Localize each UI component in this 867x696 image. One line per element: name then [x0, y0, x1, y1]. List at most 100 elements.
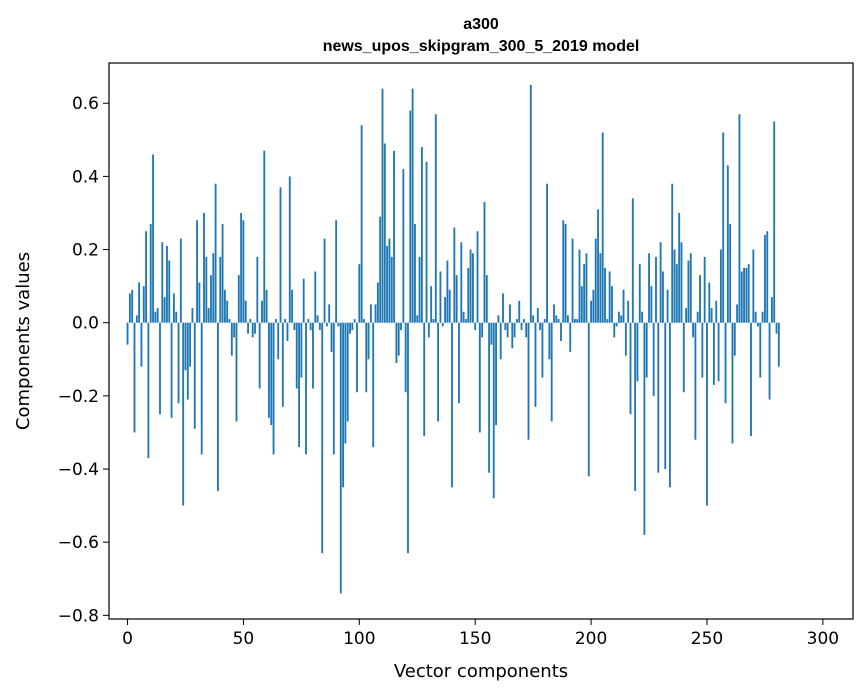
bar [680, 242, 683, 323]
bar [474, 322, 477, 331]
bar [446, 260, 449, 323]
bar [752, 249, 755, 323]
bar [604, 267, 606, 323]
bar [506, 322, 509, 338]
bar [562, 220, 565, 323]
bar [499, 322, 502, 360]
bar [182, 322, 185, 506]
bar [316, 315, 319, 323]
bar [325, 322, 328, 327]
bar [427, 322, 430, 338]
bar [532, 315, 535, 323]
chart-subtitle: news_upos_skipgram_300_5_2019 model [323, 38, 640, 55]
bar [281, 322, 284, 407]
bar [170, 322, 173, 418]
bar [659, 242, 662, 323]
bar [608, 271, 611, 323]
bar [469, 249, 472, 323]
bar [335, 220, 338, 323]
bar [620, 315, 623, 323]
bar [601, 132, 604, 323]
bar [745, 267, 748, 323]
bar [217, 322, 219, 491]
bar [140, 322, 143, 367]
bar [434, 114, 437, 323]
bar [207, 308, 210, 323]
bar [293, 322, 296, 331]
bar [455, 275, 458, 323]
bar [381, 88, 384, 323]
bar [655, 256, 657, 323]
bar [699, 275, 701, 323]
bar [407, 322, 409, 554]
bar [587, 322, 590, 477]
bar [386, 245, 389, 323]
bar [527, 322, 530, 440]
bar [701, 322, 704, 378]
bar [662, 271, 664, 323]
bar [766, 231, 769, 323]
bar [485, 275, 488, 323]
bar [462, 311, 465, 323]
bar [648, 253, 650, 323]
bar [736, 304, 739, 323]
bar [321, 322, 324, 554]
bar [356, 322, 358, 393]
bar [191, 308, 194, 323]
bar [638, 264, 641, 323]
y-tick-label: −0.8 [58, 606, 99, 626]
bar [715, 300, 718, 323]
bar [550, 322, 553, 422]
bar [395, 322, 398, 363]
bar [390, 256, 393, 323]
bar [522, 319, 525, 323]
bar [673, 249, 676, 323]
bar [471, 253, 474, 323]
bar [233, 322, 236, 338]
bar [594, 238, 597, 323]
bar [230, 322, 233, 356]
bar [149, 223, 152, 323]
bar [578, 249, 581, 323]
bar [152, 154, 154, 323]
bar [400, 322, 402, 331]
bar [318, 322, 321, 331]
bar [305, 322, 307, 455]
bar [743, 267, 745, 323]
bar [453, 227, 456, 323]
bar [553, 304, 555, 323]
bar [193, 322, 196, 429]
bar [270, 322, 273, 426]
y-tick-label: −0.4 [58, 460, 99, 480]
bar [615, 322, 618, 327]
y-tick-label: 0.4 [72, 167, 99, 187]
bar [490, 322, 493, 345]
x-axis-ticks: 0 50 100 150 200 250 300 [122, 619, 839, 649]
bar [717, 322, 720, 382]
bar [682, 322, 685, 393]
bar [210, 275, 212, 323]
bar [606, 319, 609, 323]
bar [423, 322, 426, 437]
bar [636, 322, 639, 382]
bar [133, 322, 136, 433]
bar [509, 304, 511, 323]
bar [363, 319, 365, 323]
bar [367, 322, 370, 360]
bar [228, 319, 231, 323]
bar [685, 308, 688, 323]
y-axis-label: Components values [13, 252, 34, 430]
bar [344, 322, 347, 444]
bar [773, 121, 776, 323]
bar [409, 110, 412, 323]
bar [497, 315, 500, 323]
bar [754, 311, 757, 323]
bar [142, 286, 145, 323]
bar [302, 278, 305, 323]
bar [298, 322, 300, 448]
bar [247, 322, 249, 334]
bar [624, 322, 627, 356]
bar [641, 311, 644, 323]
bar [295, 322, 298, 389]
